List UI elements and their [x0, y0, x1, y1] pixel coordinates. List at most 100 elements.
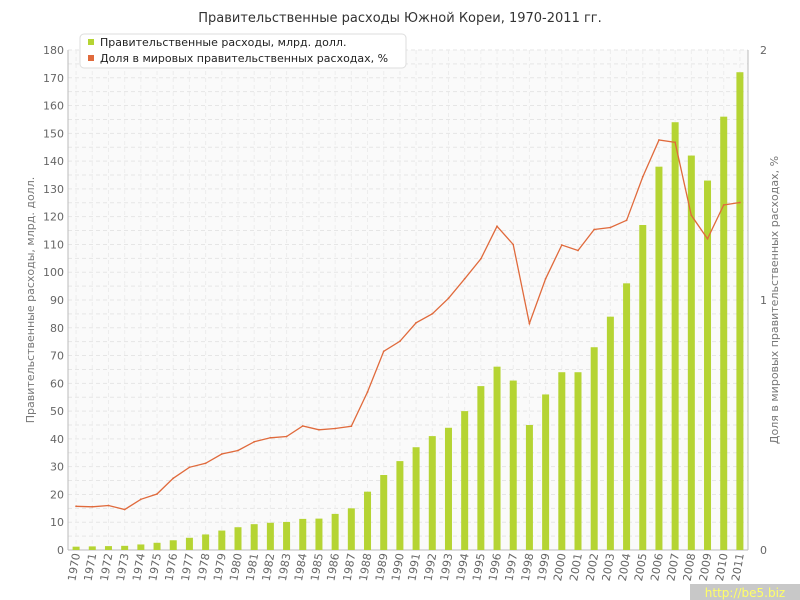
right-axis-ticks: 0 1 2 [760, 44, 767, 557]
x-tick-label: 1975 [146, 552, 164, 582]
legend-marker-spending [88, 39, 94, 45]
x-tick-label: 2000 [551, 552, 569, 582]
bar [704, 180, 712, 551]
line-point [156, 493, 158, 495]
x-tick-label: 2006 [648, 552, 666, 582]
bar [283, 521, 291, 550]
line-point [91, 505, 94, 508]
y-tick-label: 60 [50, 377, 64, 390]
line-point [220, 453, 223, 455]
x-tick-label: 2003 [600, 552, 618, 582]
x-tick-label: 1971 [82, 552, 100, 582]
line-point [139, 498, 142, 501]
line-point [593, 228, 596, 231]
line-point [399, 340, 401, 343]
x-tick-label: 1986 [324, 552, 342, 582]
y-tick-label: 160 [43, 100, 64, 113]
line-point [75, 505, 77, 508]
x-tick-label: 1981 [243, 552, 261, 582]
x-tick-label: 1989 [373, 552, 391, 582]
bar [687, 155, 695, 551]
bar [347, 508, 355, 550]
bar [574, 372, 582, 550]
y-tick-label: 100 [43, 266, 64, 279]
x-tick-label: 2010 [713, 552, 731, 582]
y-axis-label: Правительственные расходы, млрд. долл. [24, 177, 37, 423]
watermark-bg [690, 584, 800, 600]
y-tick-label: 130 [43, 183, 64, 196]
line-point [285, 435, 288, 438]
bar [606, 316, 614, 550]
legend-box [79, 33, 407, 69]
line-point [528, 322, 531, 325]
y-tick-label: 80 [50, 322, 64, 335]
x-tick-label: 2011 [729, 552, 747, 582]
bar [623, 283, 631, 550]
x-tick-label: 1996 [486, 552, 504, 582]
x-axis-ticks: 1970197119721973197419751976197719781979… [65, 552, 746, 582]
bar [542, 394, 550, 550]
y2-axis-label: Доля в мировых правительственных расхода… [768, 156, 781, 444]
y-tick-label: 50 [50, 405, 64, 418]
bar [412, 447, 420, 550]
line-point [463, 277, 466, 280]
bar [169, 540, 177, 550]
line-point [204, 462, 207, 465]
chart-title: Правительственные расходы Южной Кореи, 1… [198, 11, 602, 26]
x-tick-label: 1990 [389, 552, 407, 582]
line-point [366, 391, 369, 393]
x-tick-label: 1980 [227, 552, 245, 582]
bar [428, 436, 436, 550]
bar [137, 544, 145, 550]
legend: Правительственные расходы, млрд. долл. Д… [79, 33, 407, 69]
bar [202, 534, 210, 550]
bar-series [72, 72, 744, 551]
y-tick-label: 120 [43, 211, 64, 224]
line-point [382, 350, 385, 353]
line-point [350, 425, 353, 428]
line-point [188, 466, 191, 469]
line-point [253, 440, 256, 443]
line-point [318, 428, 320, 431]
bar [461, 411, 469, 550]
x-tick-label: 1976 [163, 552, 181, 582]
x-tick-label: 2002 [583, 552, 601, 582]
x-tick-label: 1978 [195, 552, 213, 582]
x-tick-label: 1987 [341, 552, 359, 582]
x-tick-label: 1993 [438, 552, 456, 582]
x-tick-label: 1992 [422, 552, 440, 582]
bar [477, 386, 485, 550]
x-tick-label: 1995 [470, 552, 488, 582]
line-point [269, 436, 272, 439]
bar [720, 116, 728, 551]
y-tick-label: 180 [43, 44, 64, 57]
x-tick-label: 1983 [276, 552, 294, 582]
x-tick-label: 1977 [179, 552, 197, 582]
bar [299, 518, 307, 550]
x-tick-label: 2001 [567, 552, 585, 582]
y2-tick-label: 0 [760, 544, 767, 557]
bar [266, 522, 274, 550]
share-line [76, 139, 740, 511]
x-tick-label: 1994 [454, 552, 472, 582]
bar [736, 72, 744, 550]
x-tick-label: 2007 [664, 552, 682, 582]
y-tick-label: 40 [50, 433, 64, 446]
bar [444, 427, 452, 550]
bar [590, 347, 598, 550]
line-point [512, 243, 515, 246]
y-tick-label: 140 [43, 155, 64, 168]
bar [364, 491, 372, 550]
y-tick-label: 0 [57, 544, 64, 557]
x-tick-label: 1982 [260, 552, 278, 582]
bar [525, 425, 533, 550]
bar [104, 546, 112, 550]
legend-label-spending: Правительственные расходы, млрд. долл. [100, 36, 346, 49]
x-tick-label: 1984 [292, 552, 310, 582]
bar [153, 542, 161, 550]
line-point [496, 225, 498, 228]
legend-label-share: Доля в мировых правительственных расхода… [100, 52, 388, 65]
x-tick-label: 1997 [503, 552, 521, 582]
bar [396, 461, 404, 550]
